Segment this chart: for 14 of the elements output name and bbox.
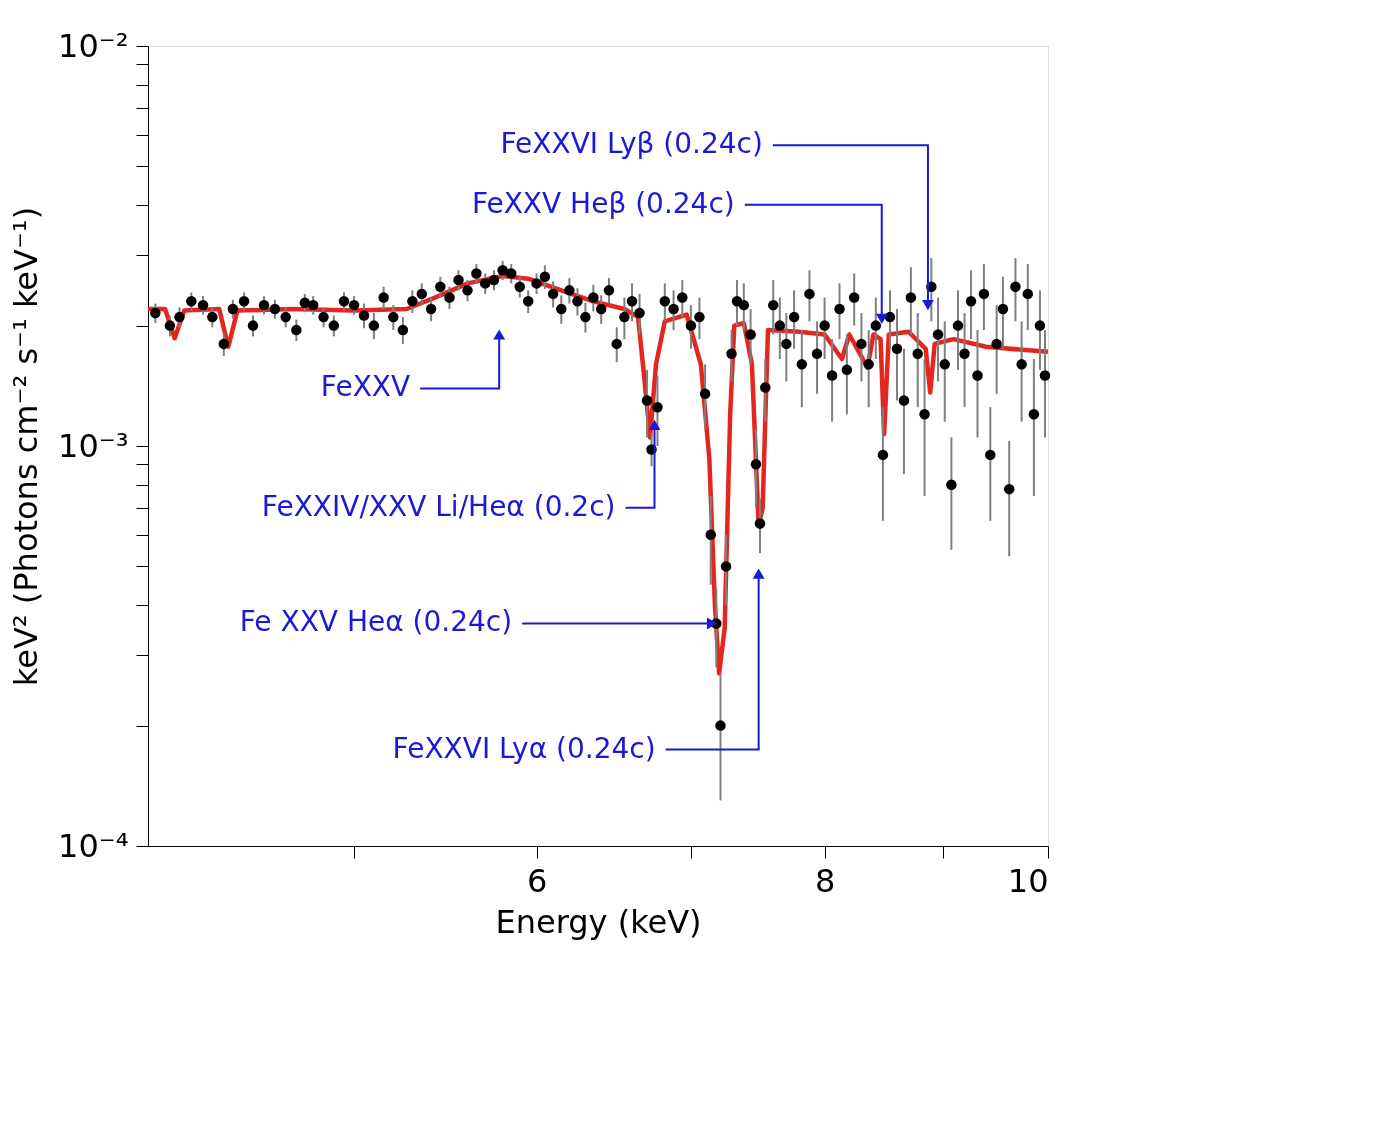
annotation: FeXXV	[320, 370, 411, 404]
x-axis-title: Energy (keV)	[495, 902, 702, 941]
annotation: FeXXVI Lyβ (0.24c)	[500, 127, 763, 161]
annotation: FeXXVI Lyα (0.24c)	[392, 731, 656, 765]
x-tick-label: 8	[814, 861, 836, 900]
annotation: FeXXIV/XXV Li/Heα (0.2c)	[261, 489, 616, 523]
y-tick-label: 10⁻⁴	[58, 826, 129, 865]
x-tick-label: 6	[526, 861, 548, 900]
y-tick-label: 10⁻³	[58, 426, 129, 465]
y-tick-label: 10⁻²	[58, 26, 129, 65]
annotation: FeXXV Heβ (0.24c)	[471, 186, 735, 220]
annotation: Fe XXV Heα (0.24c)	[239, 605, 513, 639]
x-tick-label: 10	[1007, 861, 1049, 900]
y-axis-title: keV² (Photons cm⁻² s⁻¹ keV⁻¹)	[7, 206, 46, 687]
